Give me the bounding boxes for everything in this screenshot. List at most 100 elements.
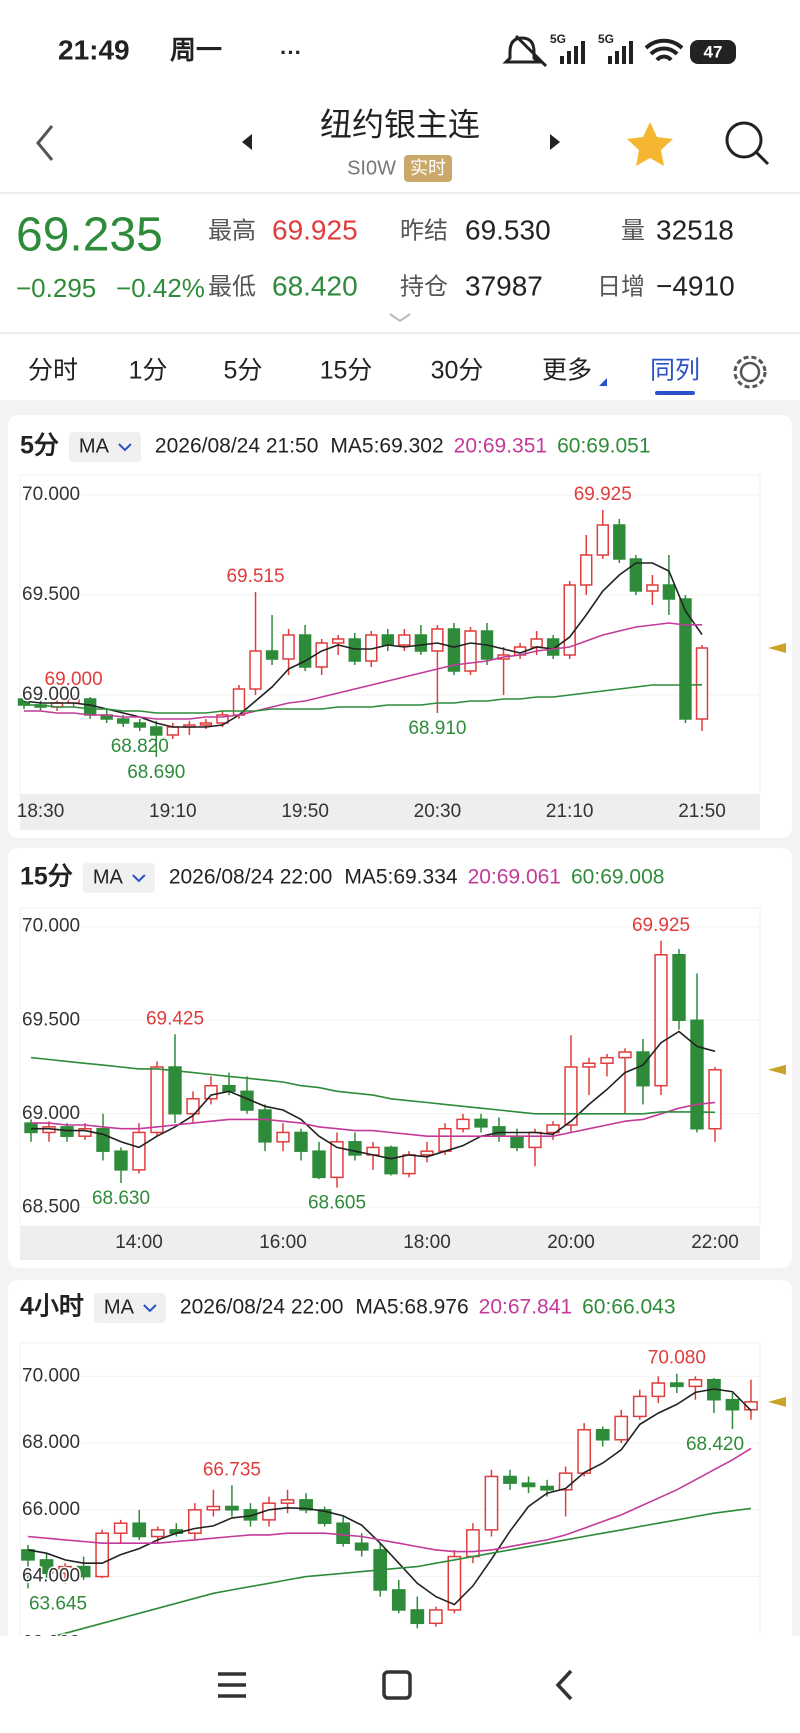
candle-body <box>582 1062 596 1068</box>
y-tick-label: 70.000 <box>22 916 80 937</box>
chart-time: 2026/08/24 22:00 <box>180 1296 344 1319</box>
candle-body <box>276 1131 290 1143</box>
candle-body <box>83 698 97 716</box>
battery-icon <box>690 40 736 64</box>
candle-body <box>168 1066 182 1115</box>
plot-area <box>19 1342 761 1651</box>
candle-body <box>243 1509 258 1521</box>
candle-body <box>563 584 576 656</box>
tab[interactable]: 5分 <box>224 357 263 385</box>
x-axis-band <box>20 794 760 830</box>
candle-body <box>613 524 626 560</box>
expand-button[interactable] <box>389 313 411 323</box>
candle-body <box>315 642 328 668</box>
candle-body <box>133 722 146 728</box>
weekday: 周一 <box>170 35 222 65</box>
candle-body <box>596 524 609 556</box>
stat-value: 37987 <box>465 270 543 301</box>
network-label: 5G <box>550 32 566 46</box>
ma-line <box>27 1447 752 1553</box>
tab[interactable]: 15分 <box>320 357 373 385</box>
next-contract[interactable] <box>550 134 560 150</box>
candle-body <box>632 1395 647 1418</box>
candle-body <box>331 638 345 644</box>
legend-entry: 60:69.008 <box>571 866 664 889</box>
ma-line <box>30 1056 716 1115</box>
stat-value: 69.530 <box>465 214 551 245</box>
x-tick-label: 19:10 <box>149 801 197 822</box>
candle-body <box>381 634 395 646</box>
home-button[interactable] <box>382 1670 412 1700</box>
candle-body <box>204 1084 218 1100</box>
candle-body <box>447 1555 462 1611</box>
stat-value: −4910 <box>656 270 735 301</box>
candle-body <box>348 1141 362 1156</box>
tab[interactable]: 分时 <box>28 357 78 385</box>
extreme-label: 69.515 <box>226 566 284 587</box>
current-price-marker <box>768 643 786 653</box>
candle-body <box>150 1529 165 1538</box>
stat-label: 最低 <box>208 273 256 300</box>
candle-body <box>206 1505 221 1511</box>
tab[interactable]: 更多 <box>542 357 592 385</box>
indicator-label[interactable]: MA <box>93 866 124 888</box>
extreme-label: 66.735 <box>203 1459 261 1480</box>
candle-body <box>150 1066 164 1134</box>
candle-body <box>546 1124 560 1134</box>
settings-button[interactable] <box>733 355 767 389</box>
candle-body <box>265 650 279 660</box>
menu-button[interactable] <box>218 1672 246 1698</box>
chart-time: 2026/08/24 22:00 <box>169 866 333 889</box>
indicator-label[interactable]: MA <box>104 1296 135 1318</box>
tab[interactable]: 1分 <box>129 357 168 385</box>
stat-label: 最高 <box>208 217 256 244</box>
candle-body <box>447 628 461 672</box>
extreme-label: 68.605 <box>308 1193 366 1214</box>
y-tick-label: 69.500 <box>22 1009 80 1030</box>
back-button[interactable] <box>36 125 54 161</box>
candle-body <box>546 638 560 656</box>
indicator-select[interactable] <box>68 432 141 462</box>
stat-value: 32518 <box>656 214 734 245</box>
indicator-select[interactable] <box>93 1293 166 1323</box>
candle-body <box>216 714 229 724</box>
realtime-badge <box>404 155 452 182</box>
candle-body <box>117 718 130 724</box>
nav-background <box>0 1636 800 1733</box>
candle-body <box>150 726 163 736</box>
legend-entry: MA5:69.302 <box>330 435 443 458</box>
legend-entry: 60:66.043 <box>582 1296 675 1319</box>
signal-icon <box>560 41 585 64</box>
candle-body <box>384 1146 398 1175</box>
prev-contract[interactable] <box>242 134 252 150</box>
search-button[interactable] <box>725 121 770 166</box>
last-price: 69.235 <box>16 209 163 262</box>
chart-card: 5分 MA 2026/08/24 21:50 MA5:69.302 20:69.351 6… <box>8 415 792 838</box>
candle-body <box>646 584 659 592</box>
candle-body <box>558 1472 573 1491</box>
indicator-label[interactable]: MA <box>79 435 110 457</box>
x-tick-label: 20:00 <box>547 1232 595 1253</box>
x-tick-label: 16:00 <box>259 1232 307 1253</box>
extreme-label: 69.425 <box>146 1008 204 1029</box>
candle-body <box>312 1150 326 1179</box>
y-tick-label: 69.500 <box>22 584 80 605</box>
extreme-label: 69.925 <box>574 484 632 505</box>
candle-body <box>414 634 428 652</box>
tab[interactable]: 同列 <box>650 357 700 385</box>
y-tick-label: 70.000 <box>22 1365 80 1386</box>
x-tick-label: 19:50 <box>281 801 329 822</box>
indicator-select[interactable] <box>82 863 155 893</box>
x-tick-label: 20:30 <box>414 801 462 822</box>
y-tick-label: 64.000 <box>22 1566 80 1587</box>
x-axis-band <box>20 1226 760 1260</box>
x-tick-label: 21:10 <box>546 801 594 822</box>
tab[interactable]: 30分 <box>431 357 484 385</box>
chart-time: 2026/08/24 21:50 <box>155 435 319 458</box>
period-label: 4小时 <box>20 1293 84 1321</box>
candle-body <box>466 1529 480 1558</box>
favorite-button[interactable] <box>627 122 673 166</box>
back-nav-button[interactable] <box>555 1669 573 1701</box>
legend-entry: MA5:69.334 <box>344 866 458 889</box>
